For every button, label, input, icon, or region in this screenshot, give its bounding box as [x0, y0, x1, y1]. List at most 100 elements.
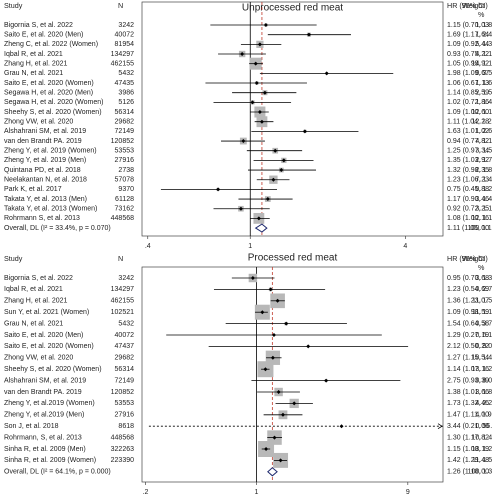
point-estimate	[270, 355, 275, 360]
hr-label: 1.23 (0.54, 2.71)	[447, 286, 492, 293]
weight-label: 3.25	[475, 206, 489, 213]
header-n: N	[118, 254, 123, 263]
hr-label: 1.29 (0.27, 6.17)	[447, 332, 492, 339]
study-label: Quintana PD, et al. 2018	[4, 167, 81, 174]
n-value: 3242	[118, 22, 134, 29]
study-label: Zhong VW, et al. 2020	[4, 355, 73, 362]
study-label: Segawa H, et al. 2020 (Women)	[4, 99, 103, 106]
n-value: 8618	[118, 423, 134, 430]
study-label: Zheng Y, et al. 2019 (Men)	[4, 157, 86, 164]
weight-label: 4.00	[475, 412, 489, 419]
hr-label: 1.25 (0.97, 1.59)	[447, 148, 492, 155]
hr-label: 1.15 (0.70, 1.81)	[447, 22, 492, 29]
study-label: Zhang H, et al. 2021	[4, 61, 68, 68]
point-estimate	[280, 412, 285, 417]
weight-label: 11.48	[472, 457, 489, 464]
weight-label: 0.22	[475, 343, 489, 350]
study-label: Sinha R, et al. 2009 (Men)	[4, 446, 86, 453]
point-estimate	[257, 110, 262, 115]
n-value: 47437	[115, 343, 135, 350]
point-estimate	[254, 81, 259, 86]
hr-label: 1.11 (1.05, 1.16)	[447, 225, 492, 232]
weight-label: 3.46	[475, 196, 489, 203]
n-value: 462155	[111, 61, 134, 68]
overall-label: Overall, DL (I² = 33.4%, p = 0.070)	[4, 225, 111, 232]
n-value: 27916	[115, 412, 135, 419]
header-weight: %	[478, 263, 485, 272]
panel-title: Unprocessed red meat	[242, 3, 343, 14]
n-value: 53553	[115, 400, 135, 407]
hr-label: 1.09 (1.00, 1.18)	[447, 109, 492, 116]
study-label: Grau N, et al. 2021	[4, 70, 63, 77]
weight-label: 11.07	[472, 298, 489, 305]
point-estimate	[281, 158, 286, 163]
point-estimate	[240, 52, 245, 57]
point-estimate	[259, 119, 264, 124]
hr-label: 1.32 (0.98, 1.80)	[447, 167, 492, 174]
hr-label: 1.35 (1.03, 1.76)	[447, 157, 492, 164]
hr-label: 1.17 (0.90, 1.46)	[447, 196, 492, 203]
study-label: Zheng Y, et al. 2019 (Women)	[4, 148, 97, 155]
point-estimate	[324, 378, 329, 383]
study-label: van den Brandt PA. 2019	[4, 389, 82, 396]
weight-label: 0.69	[475, 286, 489, 293]
weight-label: 12.28	[471, 119, 489, 126]
hr-label: 0.93 (0.75, 1.15)	[447, 51, 492, 58]
study-label: Park K, et al. 2017	[4, 186, 62, 193]
hr-label: 1.30 (1.17, 1.45)	[447, 434, 492, 441]
point-estimate	[263, 23, 268, 27]
panel-title: Processed red meat	[248, 253, 338, 264]
study-label: Alshahrani SM, et al. 2019	[4, 377, 86, 384]
study-label: Takata Y, et al. 2013 (Women)	[4, 206, 97, 213]
weight-label: 100.00	[468, 225, 490, 232]
point-estimate	[284, 321, 289, 326]
weight-label: 14.92	[471, 61, 489, 68]
point-estimate	[306, 32, 311, 37]
study-label: Rohrmann, S, et al. 2013	[4, 434, 82, 441]
n-value: 56314	[115, 366, 135, 373]
n-value: 3242	[118, 275, 134, 282]
n-value: 27916	[115, 157, 135, 164]
n-value: 72149	[115, 128, 135, 135]
header-weight: Weight	[462, 1, 484, 10]
hr-label: 1.36 (1.23, 1.51)	[447, 298, 492, 305]
study-label: van den Brandt PA. 2019	[4, 138, 82, 145]
point-estimate	[265, 197, 270, 202]
point-estimate	[273, 148, 278, 153]
n-value: 61128	[115, 196, 134, 203]
study-label: Neelakantan N, et al. 2018	[4, 177, 87, 184]
n-value: 2738	[118, 167, 134, 174]
weight-label: 0.06	[475, 423, 489, 430]
weight-label: 3.68	[475, 275, 489, 282]
point-estimate	[260, 310, 265, 315]
hr-label: 1.14 (1.07, 1.21)	[447, 366, 492, 373]
hr-label: 1.98 (1.09, 3.59)	[447, 70, 492, 77]
point-estimate	[292, 401, 297, 406]
hr-label: 0.92 (0.72, 1.19)	[447, 206, 492, 213]
n-value: 40072	[115, 332, 135, 339]
point-estimate	[276, 390, 281, 394]
study-label: Saito E, et al. 2020 (Men)	[4, 32, 83, 39]
weight-label: 4.82	[475, 138, 489, 145]
n-value: 448568	[111, 215, 134, 222]
point-estimate	[238, 206, 243, 211]
plot-frame	[141, 266, 444, 483]
weight-label: 1.13	[475, 80, 489, 87]
n-value: 47435	[115, 80, 135, 87]
header-weight: %	[478, 10, 485, 19]
weight-label: 0.58	[475, 320, 489, 327]
overall-diamond	[254, 223, 268, 233]
study-label: Sheehy S, et al. 2020 (Women)	[4, 109, 102, 116]
x-tick-label: 1	[248, 243, 252, 250]
point-estimate	[253, 61, 258, 66]
n-value: 29682	[115, 355, 135, 362]
study-label: Son J, et al. 2018	[4, 423, 59, 430]
hr-label: 1.26 (1.18, 1.35)	[447, 469, 492, 476]
weight-label: 4.22	[475, 51, 489, 58]
hr-label: 1.09 (0.98, 1.18)	[447, 309, 492, 316]
x-tick-label: .4	[145, 243, 151, 250]
weight-label: 12.16	[471, 215, 489, 222]
n-value: 57078	[115, 177, 135, 184]
plot-frame	[141, 1, 444, 237]
